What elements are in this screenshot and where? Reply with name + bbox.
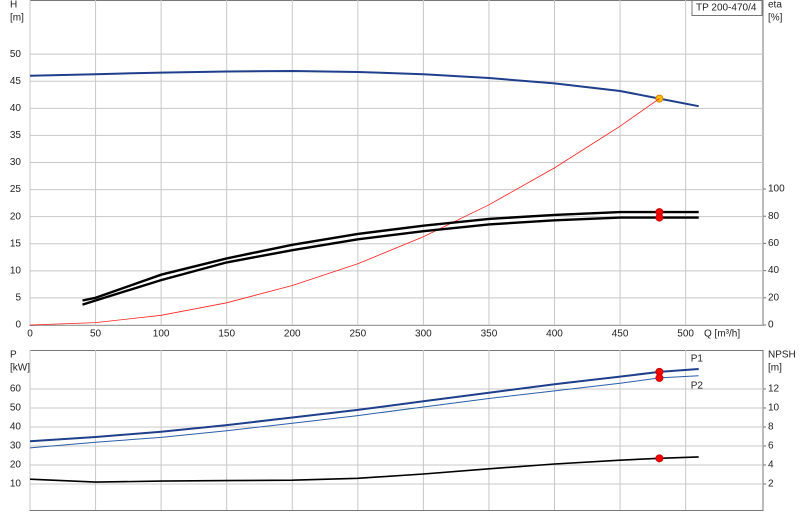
y-tick-label: 5 <box>15 293 21 304</box>
title-box <box>691 0 763 16</box>
y2-axis-label: eta <box>768 0 782 11</box>
x-tick-label: 450 <box>612 329 629 340</box>
y2-tick-label: 60 <box>768 238 780 249</box>
chart-title: TP 200-470/4 <box>696 3 757 14</box>
y2-tick-label: 20 <box>768 292 780 303</box>
curve <box>82 216 699 306</box>
y-axis-label: H <box>10 0 17 11</box>
series-label: P1 <box>691 354 704 365</box>
duty-point <box>655 94 664 103</box>
curve <box>29 375 699 449</box>
y2-tick-label: 6 <box>768 441 774 452</box>
x-tick-label: 150 <box>218 329 235 340</box>
duty-point <box>655 373 664 382</box>
x-tick-label: 350 <box>481 329 498 340</box>
y-axis-label: P <box>10 350 17 361</box>
curve <box>29 456 699 483</box>
plot-frame <box>29 350 764 511</box>
x-axis-label: Q [m³/h] <box>704 329 740 340</box>
y-tick-label: 25 <box>10 184 22 195</box>
y-tick-label: 60 <box>10 384 22 395</box>
y2-axis-label: NPSH <box>768 350 796 361</box>
y2-tick-label: 100 <box>768 184 785 195</box>
y-tick-label: 20 <box>10 211 22 222</box>
y-tick-label: 10 <box>10 265 22 276</box>
curve <box>82 210 699 302</box>
x-tick-label: 0 <box>27 329 33 340</box>
y-tick-label: 0 <box>15 320 21 331</box>
x-tick-label: 300 <box>415 329 432 340</box>
curve <box>29 368 699 443</box>
duty-point <box>655 213 664 222</box>
curve <box>29 69 699 108</box>
y-tick-label: 50 <box>10 49 22 60</box>
y2-tick-label: 10 <box>768 403 780 414</box>
x-tick-label: 400 <box>546 329 563 340</box>
y2-tick-label: 12 <box>768 384 780 395</box>
y-axis-unit: [m] <box>10 13 24 24</box>
y2-tick-label: 8 <box>768 422 774 433</box>
y2-tick-label: 0 <box>768 320 774 331</box>
y-tick-label: 20 <box>10 460 22 471</box>
curve <box>29 98 660 326</box>
y2-tick-label: 2 <box>768 479 774 490</box>
y-tick-label: 30 <box>10 157 22 168</box>
y2-tick-label: 4 <box>768 460 774 471</box>
y2-axis-unit: [m] <box>768 363 782 374</box>
x-tick-label: 200 <box>284 329 301 340</box>
y-tick-label: 40 <box>10 422 22 433</box>
y2-tick-label: 40 <box>768 265 780 276</box>
y-tick-label: 30 <box>10 441 22 452</box>
y2-tick-label: 80 <box>768 211 780 222</box>
y-tick-label: 50 <box>10 403 22 414</box>
x-tick-label: 500 <box>677 329 694 340</box>
y-tick-label: 45 <box>10 76 22 87</box>
y2-axis-unit: [%] <box>768 13 783 24</box>
x-tick-label: 50 <box>90 329 102 340</box>
y-tick-label: 10 <box>10 479 22 490</box>
x-tick-label: 100 <box>153 329 170 340</box>
y-tick-label: 15 <box>10 238 22 249</box>
y-axis-unit: [kW] <box>10 363 30 374</box>
y-tick-label: 35 <box>10 130 22 141</box>
y-tick-label: 40 <box>10 103 22 114</box>
duty-point <box>655 454 664 463</box>
series-label: P2 <box>691 380 704 391</box>
x-tick-label: 250 <box>349 329 366 340</box>
